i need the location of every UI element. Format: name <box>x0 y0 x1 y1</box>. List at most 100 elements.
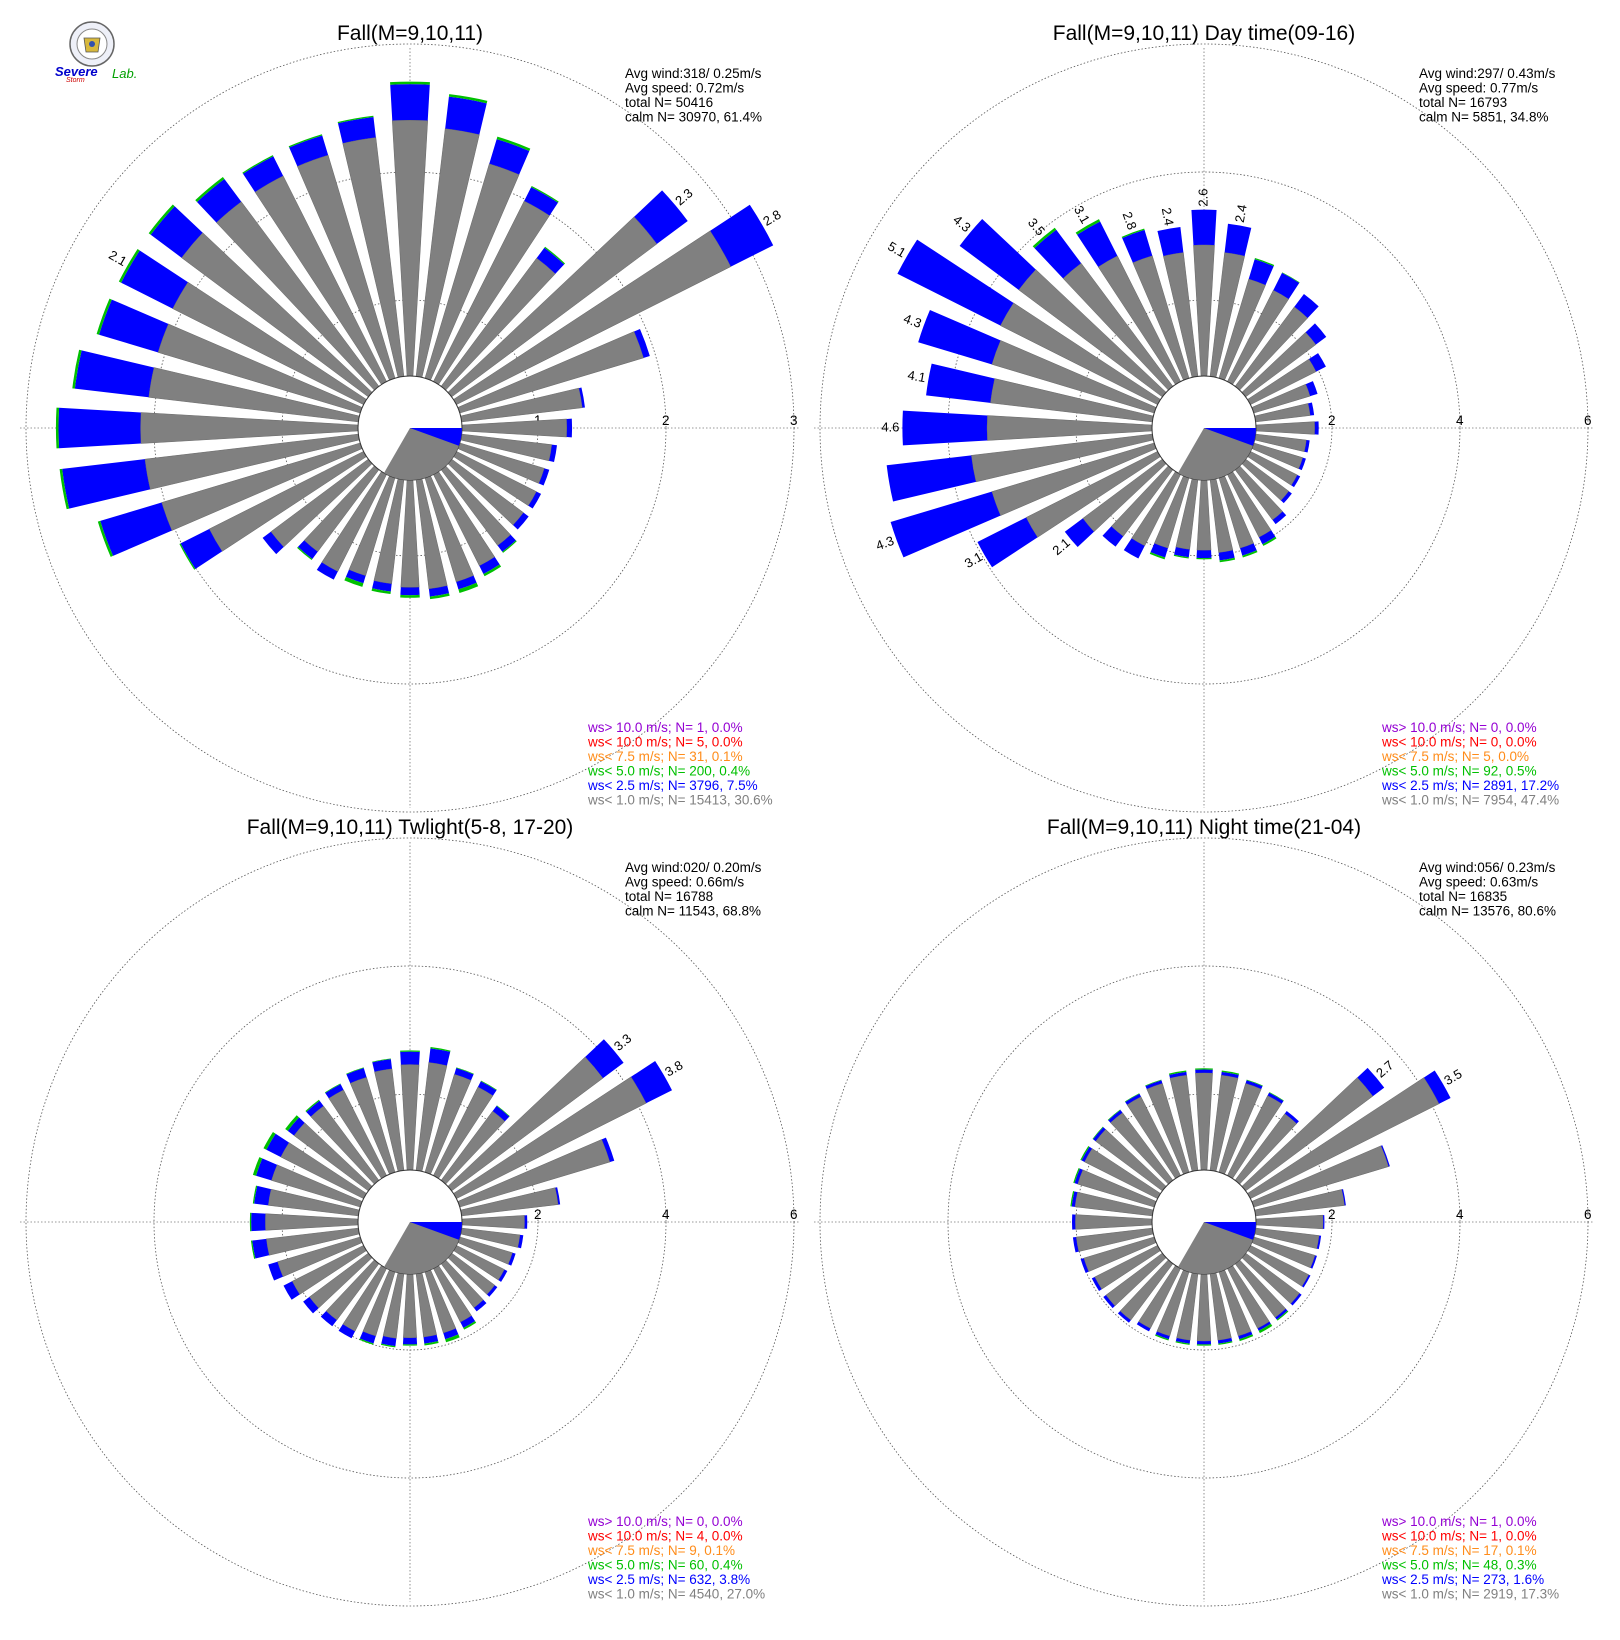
bar-segment-lt2_5 <box>1341 1189 1346 1206</box>
bar-segment-lt2_5 <box>1103 1295 1115 1309</box>
bar-segment-lt2_5 <box>1081 1146 1093 1162</box>
bar-segment-lt5 <box>502 540 517 553</box>
bar-segment-lt5 <box>402 1344 418 1346</box>
bar-value-label: 4.3 <box>950 212 973 235</box>
bar-segment-lt1 <box>461 1215 525 1229</box>
bar-segment-lt2_5 <box>1034 229 1082 279</box>
bar-segment-lt5 <box>195 176 225 202</box>
bar-value-label: 4.1 <box>907 367 927 385</box>
bar-segment-lt2_5 <box>359 1331 376 1344</box>
bar-segment-lt2_5 <box>1275 1308 1288 1320</box>
bar-segment-lt5 <box>1242 550 1258 558</box>
ring-tick-label: 6 <box>790 1207 798 1222</box>
bar-segment-lt5 <box>1070 1191 1075 1207</box>
bar-segment-lt2_5 <box>121 250 188 309</box>
bar-segment-lt5 <box>324 1083 341 1093</box>
bar-segment-lt5 <box>1258 1323 1273 1334</box>
bar-segment-lt5 <box>372 1058 391 1063</box>
legend-lt1: ws< 1.0 m/s; N= 7954, 47.4% <box>1381 793 1559 808</box>
bar-segment-lt2_5 <box>1308 402 1315 416</box>
legend-lt7_5: ws< 7.5 m/s; N= 9, 0.1% <box>587 1543 735 1558</box>
ring-circle <box>25 43 795 813</box>
ring-tick-label: 4 <box>1456 413 1464 428</box>
logo-storm-text: Storm <box>66 77 85 84</box>
ring-circle <box>25 837 795 1607</box>
bar-value-label: 3.8 <box>662 1057 685 1079</box>
ring-circle <box>153 171 667 685</box>
bar-segment-lt2_5 <box>428 585 450 597</box>
bar-segment-lt2_5 <box>402 1337 418 1345</box>
ring-tick-label: 4 <box>1456 1207 1464 1222</box>
legend-lt1: ws< 1.0 m/s; N= 15413, 30.6% <box>587 793 773 808</box>
avg-wind-sector <box>410 1222 462 1240</box>
bar-segment-lt5 <box>288 134 323 148</box>
bar-segment-lt2_5 <box>601 1137 615 1162</box>
avg-wind-sector <box>1204 1222 1256 1240</box>
legend-lt2_5: ws< 2.5 m/s; N= 632, 3.8% <box>587 1572 750 1587</box>
bar-segment-lt2_5 <box>513 512 529 530</box>
bar-segment-lt1 <box>1193 244 1215 377</box>
seal-emblem-icon <box>89 41 95 47</box>
bar-segment-lt5 <box>1254 258 1275 267</box>
legend-lt5: ws< 5.0 m/s; N= 48, 0.3% <box>1381 1558 1537 1573</box>
bar-segment-lt1 <box>461 418 568 438</box>
bar-segment-lt2_5 <box>1248 259 1274 286</box>
bar-segment-lt2_5 <box>578 387 585 408</box>
bar-segment-lt2_5 <box>1195 1069 1213 1073</box>
bar-segment-lt5 <box>250 1240 256 1259</box>
legend-lt10: ws< 10.0 m/s; N= 4, 0.0% <box>587 1529 743 1544</box>
bar-segment-lt2_5 <box>390 84 430 121</box>
bar-segment-lt2_5 <box>428 1048 451 1066</box>
bar-segment-lt2_5 <box>1290 1293 1302 1306</box>
bar-segment-lt5 <box>359 1338 374 1345</box>
bar-segment-lt2_5 <box>445 96 487 135</box>
bar-segment-lt2_5 <box>1196 550 1212 559</box>
bar-segment-lt5 <box>1269 1092 1284 1101</box>
bar-segment-lt2_5 <box>473 1299 487 1312</box>
bar-segment-lt2_5 <box>1221 1071 1239 1078</box>
bar-segment-lt2_5 <box>325 1084 344 1099</box>
bar-segment-lt2_5 <box>454 1067 474 1081</box>
bar-segment-lt2_5 <box>1071 1191 1078 1207</box>
bar-segment-lt2_5 <box>1381 1145 1390 1167</box>
bar-segment-lt5 <box>1239 1334 1254 1342</box>
ring-tick-label: 4 <box>662 1207 670 1222</box>
bar-segment-lt2_5 <box>243 156 284 192</box>
stat-avg-speed: Avg speed: 0.63m/s <box>1419 875 1538 890</box>
bar-segment-lt2_5 <box>1191 209 1217 246</box>
bar-segment-lt1 <box>400 479 420 588</box>
bar-segment-lt2_5 <box>1257 1321 1271 1331</box>
bar-segment-lt5 <box>371 588 391 595</box>
bar-value-label: 2.8 <box>1120 210 1140 232</box>
bar-segment-lt5 <box>456 1067 474 1075</box>
panel-title: Fall(M=9,10,11) Twlight(5-8, 17-20) <box>247 816 574 839</box>
bar-segment-lt2_5 <box>1102 526 1124 547</box>
bar-segment-lt5 <box>337 115 374 124</box>
panel-title: Fall(M=9,10,11) Night time(21-04) <box>1047 816 1361 839</box>
bar-segment-lt2_5 <box>1145 1080 1163 1090</box>
bar-segment-lt1 <box>400 1064 420 1171</box>
bar-segment-lt2_5 <box>1080 1258 1089 1273</box>
bar-segment-lt5 <box>1080 1146 1090 1161</box>
bar-segment-lt2_5 <box>498 1269 508 1282</box>
bar-value-label: 3.5 <box>1025 215 1048 238</box>
bar-segment-lt5 <box>458 582 479 594</box>
stat-total: total N= 16788 <box>625 889 713 904</box>
legend-lt5: ws< 5.0 m/s; N= 92, 0.5% <box>1381 764 1537 779</box>
bar-segment-lt2_5 <box>1305 381 1318 397</box>
bar-segment-lt5 <box>252 1185 258 1204</box>
bar-segment-lt2_5 <box>517 1234 524 1249</box>
legend-gt10: ws> 10.0 m/s; N= 0, 0.0% <box>587 1514 743 1529</box>
bar-segment-lt2_5 <box>297 540 318 559</box>
bar-segment-lt5 <box>55 407 60 449</box>
bar-segment-lt1 <box>1196 479 1212 551</box>
bar-segment-lt2_5 <box>1175 1338 1191 1344</box>
bar-segment-lt2_5 <box>1280 491 1292 504</box>
bar-segment-lt2_5 <box>1308 353 1326 372</box>
bar-segment-lt5 <box>305 1099 320 1112</box>
ring-circle <box>819 837 1589 1607</box>
bar-segment-lt2_5 <box>74 350 154 398</box>
bar-segment-lt2_5 <box>346 1067 367 1084</box>
bar-segment-lt5 <box>1221 1070 1240 1075</box>
